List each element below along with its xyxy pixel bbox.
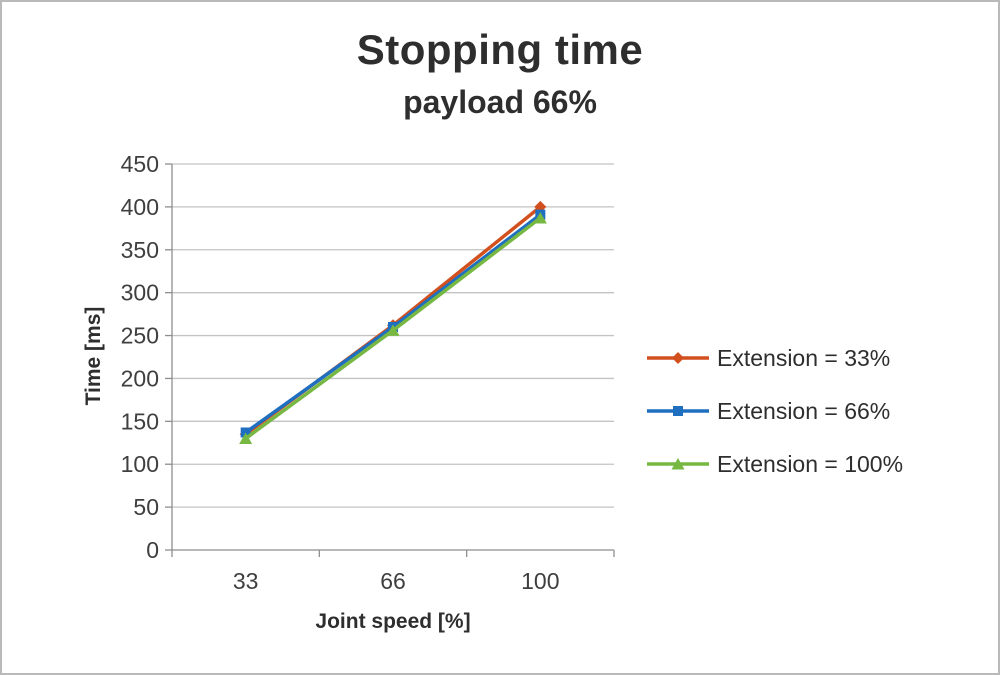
legend-label: Extension = 66% [717,397,891,424]
legend: Extension = 33% Extension = 66% Extension … [647,340,903,499]
y-tick-label: 200 [121,365,159,391]
legend-key-square [647,406,709,416]
x-tick-label: 33 [233,568,259,594]
legend-label: Extension = 33% [717,344,891,371]
x-axis-title: Joint speed [%] [315,610,471,633]
y-tick-label: 400 [121,194,159,220]
square-marker [240,427,251,438]
legend-item-2: Extension = 100% [647,446,903,482]
triangle-marker [239,432,253,444]
legend-key-diamond [647,352,709,364]
legend-item-1: Extension = 66% [647,393,903,429]
triangle-marker [671,458,685,470]
y-tick-label: 300 [121,280,159,306]
square-marker [673,406,683,416]
x-tick-label: 100 [521,568,559,594]
legend-key-triangle [647,458,709,470]
y-tick-label: 100 [121,451,159,477]
y-tick-label: 50 [133,494,159,520]
y-tick-label: 450 [121,151,159,177]
y-tick-label: 250 [121,323,159,349]
y-tick-label: 150 [121,408,159,434]
chart-title: Stopping time [356,26,644,73]
diamond-marker [672,352,684,364]
y-tick-label: 350 [121,237,159,263]
triangle-marker [533,212,547,224]
x-tick-label: 66 [380,568,406,594]
triangle-marker [386,324,400,336]
chart-subtitle: payload 66% [403,84,597,120]
legend-item-0: Extension = 33% [647,340,903,376]
y-axis-title: Time [ms] [82,306,105,406]
y-tick-label: 0 [146,537,159,563]
legend-label: Extension = 100% [717,450,904,477]
